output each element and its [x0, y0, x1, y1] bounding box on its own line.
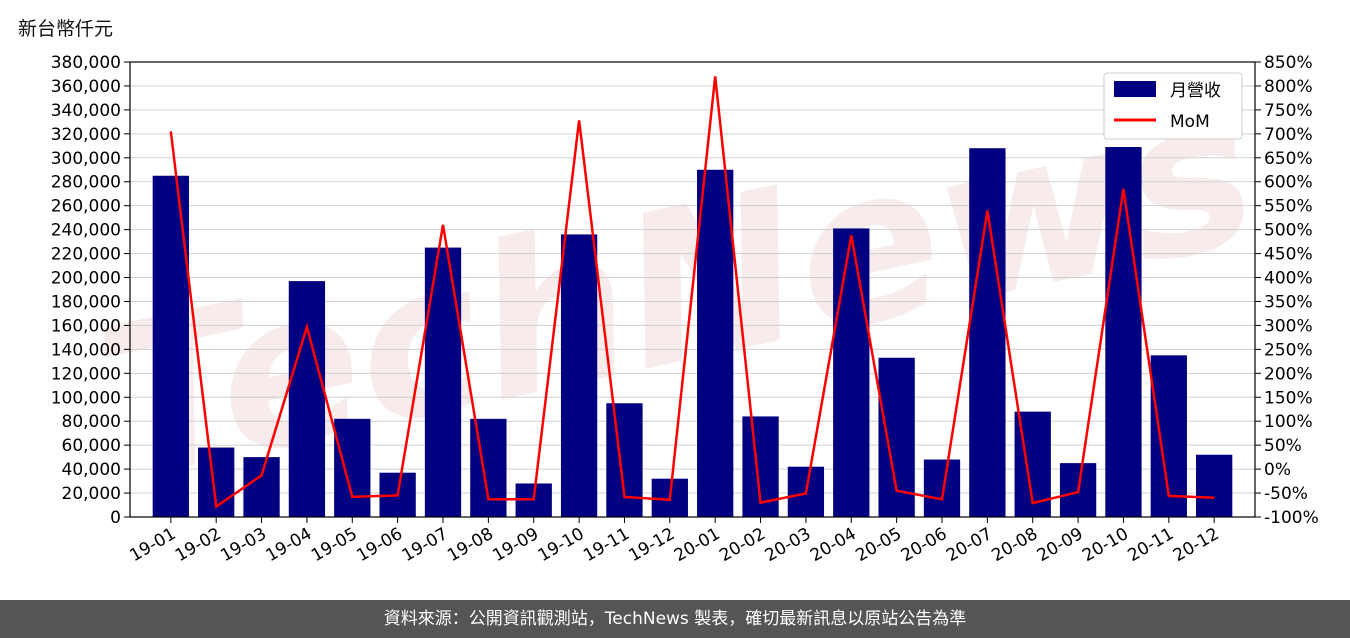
right-tick-label: 350%: [1264, 292, 1313, 312]
x-tick-label: 19-05: [308, 524, 361, 566]
x-tick-label: 19-11: [580, 524, 633, 566]
left-tick-label: 260,000: [51, 197, 121, 217]
left-tick-label: 180,000: [51, 292, 121, 312]
right-tick-label: 600%: [1264, 173, 1313, 193]
mom-line-series: [169, 76, 1215, 509]
bar: [697, 169, 734, 517]
y-axis-unit-label: 新台幣仟元: [18, 18, 114, 40]
right-tick-label: 0%: [1264, 460, 1291, 480]
right-tick-label: 500%: [1264, 221, 1313, 241]
right-tick-label: 550%: [1264, 197, 1313, 217]
x-tick-label: 19-06: [353, 524, 406, 566]
left-tick-label: 320,000: [51, 125, 121, 145]
bar: [833, 228, 870, 517]
plot-frame: [129, 61, 1256, 518]
right-tick-label: 650%: [1264, 149, 1313, 169]
bar: [923, 459, 961, 517]
watermark-text: TechNews: [80, 46, 1275, 529]
left-tick-label: 120,000: [51, 364, 121, 384]
right-tick-label: -100%: [1264, 508, 1319, 528]
left-tick-label: 0: [110, 508, 121, 528]
bar: [1196, 454, 1233, 517]
x-tick-label: 19-01: [127, 524, 180, 566]
x-tick-label: 20-08: [988, 524, 1041, 566]
bar: [969, 148, 1006, 518]
bar: [1105, 147, 1142, 517]
left-tick-label: 340,000: [51, 101, 121, 121]
right-tick-label: 200%: [1264, 364, 1313, 384]
bar: [424, 247, 462, 517]
watermark: TechNews: [80, 46, 1275, 529]
x-tick-label: 20-07: [943, 524, 996, 566]
right-tick-label: 300%: [1264, 316, 1313, 336]
legend-line-label: MoM: [1170, 112, 1210, 132]
left-tick-label: 140,000: [51, 340, 121, 360]
right-tick-label: 400%: [1264, 269, 1313, 289]
right-tick-label: 250%: [1264, 340, 1313, 360]
x-tick-label: 20-10: [1079, 524, 1132, 566]
left-tick-label: 380,000: [51, 53, 121, 73]
left-tick-label: 60,000: [62, 436, 121, 456]
left-tick-label: 280,000: [51, 173, 121, 193]
x-tick-label: 19-08: [444, 524, 497, 566]
left-tick-label: 160,000: [51, 316, 121, 336]
x-tick-label: 19-09: [489, 524, 542, 566]
x-tick-label: 20-11: [1125, 524, 1178, 566]
right-tick-label: 750%: [1264, 101, 1313, 121]
left-tick-label: 360,000: [51, 77, 121, 97]
bar: [243, 457, 280, 517]
right-tick-label: 50%: [1264, 436, 1302, 456]
bar: [288, 281, 326, 517]
x-tick-label: 20-02: [716, 524, 769, 566]
legend: 月營收 MoM: [1103, 72, 1243, 140]
mom-line: [169, 76, 1215, 509]
legend-bar-label: 月營收: [1170, 81, 1221, 101]
x-tick-label: 20-09: [1034, 524, 1087, 566]
left-tick-label: 200,000: [51, 269, 121, 289]
legend-bar-swatch: [1114, 81, 1156, 97]
left-tick-label: 80,000: [62, 412, 121, 432]
right-tick-label: 150%: [1264, 388, 1313, 408]
right-tick-label: 850%: [1264, 53, 1313, 73]
bar: [560, 234, 598, 517]
left-tick-label: 20,000: [62, 484, 121, 504]
right-tick-label: 100%: [1264, 412, 1313, 432]
x-ticks: 19-0119-0219-0319-0419-0519-0619-0719-08…: [127, 517, 1223, 566]
source-footer: 資料來源：公開資訊觀測站，TechNews 製表，確切最新訊息以原站公告為準: [0, 600, 1350, 638]
left-tick-label: 300,000: [51, 149, 121, 169]
left-tick-label: 40,000: [62, 460, 121, 480]
x-tick-label: 19-03: [217, 524, 270, 566]
right-tick-label: 800%: [1264, 77, 1313, 97]
bar: [334, 418, 371, 517]
x-tick-label: 20-06: [898, 524, 951, 566]
right-tick-label: -50%: [1264, 484, 1308, 504]
x-tick-label: 19-10: [535, 524, 588, 566]
x-tick-label: 19-07: [399, 524, 452, 566]
left-tick-label: 220,000: [51, 245, 121, 265]
x-tick-label: 19-02: [172, 524, 225, 566]
bar: [470, 418, 507, 517]
grid-lines: [130, 61, 1255, 518]
right-y-ticks: -100% -50% 0% 50% 100% 150% 200% 250% 300% 350% 40…: [1255, 53, 1319, 528]
axes: [129, 61, 1256, 518]
left-tick-label: 100,000: [51, 388, 121, 408]
x-tick-label: 20-04: [807, 524, 860, 566]
x-tick-label: 20-05: [852, 524, 905, 566]
bar-series: [152, 147, 1233, 518]
right-tick-label: 700%: [1264, 125, 1313, 145]
right-tick-label: 450%: [1264, 245, 1313, 265]
left-tick-label: 240,000: [51, 221, 121, 241]
x-tick-label: 20-12: [1170, 524, 1223, 566]
revenue-chart: TechNews 0 20,000 40,000 60,000 80,000 100,00…: [51, 46, 1319, 566]
bar: [606, 403, 643, 517]
x-tick-label: 19-12: [626, 524, 679, 566]
x-tick-label: 20-03: [762, 524, 815, 566]
left-y-ticks: 0 20,000 40,000 60,000 80,000 100,000 120,000 1…: [51, 53, 130, 528]
x-tick-label: 20-01: [671, 524, 724, 566]
x-tick-label: 19-04: [263, 524, 316, 566]
